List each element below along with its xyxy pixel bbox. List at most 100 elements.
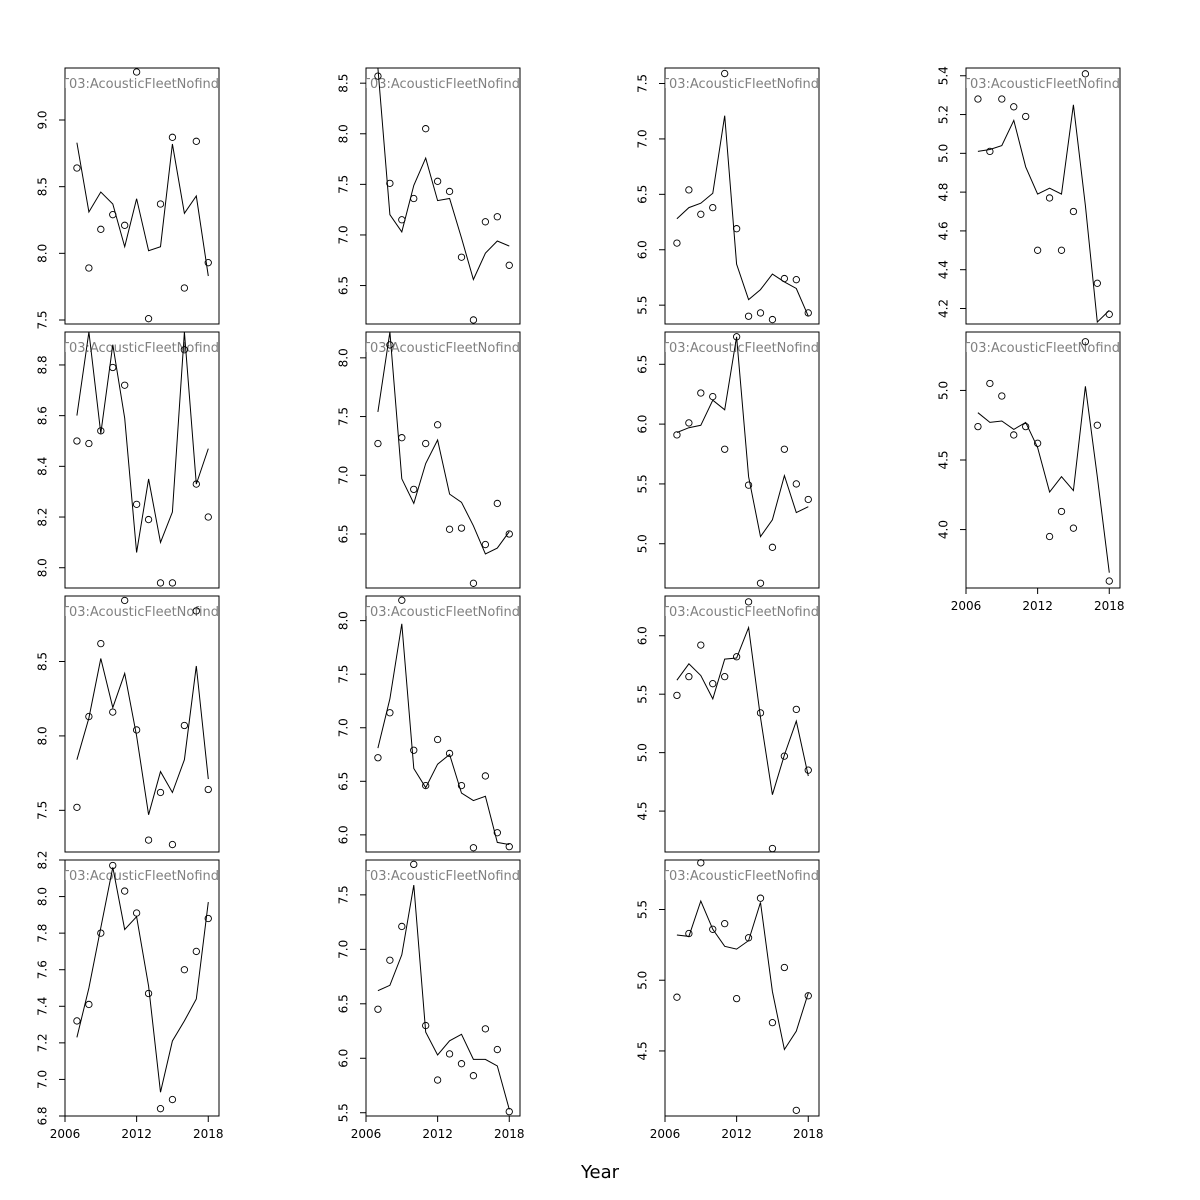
panel-title: T03:AcousticFleetNofindiv: [60, 869, 231, 884]
observed-point: [721, 919, 729, 928]
observed-point: [398, 216, 406, 224]
y-tick-label: 4.5: [636, 802, 650, 821]
observed-point: [744, 312, 753, 320]
observed-point: [168, 133, 177, 141]
observed-point: [410, 485, 418, 494]
observed-point: [481, 218, 490, 226]
observed-point: [744, 934, 753, 942]
y-tick-label: 8.2: [36, 850, 50, 869]
observed-point: [1045, 532, 1054, 541]
observed-point: [85, 264, 93, 272]
observed-point: [998, 392, 1006, 400]
observed-point: [1045, 194, 1054, 202]
observed-point: [780, 445, 789, 453]
y-tick-label: 8.0: [337, 348, 351, 367]
observed-point: [445, 187, 454, 196]
panel: T03:AcousticFleetNofindiv 4.5 5.0 5.5 2006 20…: [636, 859, 831, 1141]
y-tick-label: 7.0: [636, 129, 650, 148]
observed-point: [109, 708, 117, 716]
observed-point: [109, 861, 117, 870]
observed-point: [73, 803, 81, 811]
panel-title: T03:AcousticFleetNofindiv: [961, 341, 1132, 356]
observed-point: [697, 389, 705, 397]
observed-point: [974, 95, 982, 103]
panel-title: T03:AcousticFleetNofindiv: [361, 77, 532, 92]
plot-frame: [664, 859, 820, 1117]
observed-point: [132, 909, 141, 917]
observed-point: [168, 579, 177, 587]
observed-point: [493, 829, 501, 837]
observed-point: [192, 607, 200, 615]
panel: T03:AcousticFleetNofindiv 7.5 8.0 8.5: [36, 595, 220, 853]
observed-point: [1105, 577, 1113, 585]
y-tick-label: 8.0: [36, 887, 50, 906]
y-tick-label: 6.5: [636, 355, 650, 374]
x-tick-label: 2018: [793, 1127, 824, 1141]
observed-point: [1022, 112, 1030, 121]
observed-point: [422, 781, 430, 790]
observed-point: [422, 1021, 430, 1030]
observed-point: [457, 524, 466, 532]
observed-point: [433, 735, 442, 744]
plot-frame: [365, 595, 521, 853]
panel-title: T03:AcousticFleetNofindiv: [60, 77, 231, 92]
x-tick-label: 2018: [193, 1127, 224, 1141]
panel: T03:AcousticFleetNofindiv 7.5 8.0 8.5 9.0: [36, 67, 231, 330]
x-tick-label: 2006: [650, 1127, 681, 1141]
panel: T03:AcousticFleetNofindiv 4.5 5.0 5.5 6.0: [636, 595, 820, 853]
observed-point: [756, 709, 765, 717]
observed-point: [697, 210, 705, 218]
x-tick-label: 2018: [1094, 599, 1125, 613]
observed-point: [73, 1017, 81, 1025]
observed-point: [156, 1105, 165, 1113]
y-tick-label: 7.6: [36, 960, 50, 979]
observed-point: [85, 1000, 93, 1009]
observed-point: [374, 1005, 382, 1013]
observed-point: [792, 705, 800, 714]
y-tick-label: 5.5: [337, 1103, 351, 1122]
plot-frame: [664, 67, 820, 325]
panel-title: T03:AcousticFleetNofindiv: [961, 77, 1132, 92]
fitted-line: [377, 332, 510, 555]
plot-frame: [664, 331, 820, 589]
observed-point: [85, 439, 93, 448]
observed-point: [73, 437, 81, 445]
observed-point: [1069, 524, 1078, 532]
observed-point: [457, 253, 466, 261]
observed-point: [709, 392, 717, 401]
y-tick-label: 7.5: [337, 665, 351, 684]
observed-point: [493, 1045, 501, 1054]
observed-point: [398, 434, 406, 442]
observed-point: [505, 261, 513, 269]
observed-point: [986, 147, 994, 156]
observed-point: [744, 481, 753, 489]
x-axis-label: Year: [580, 1162, 620, 1183]
panel: T03:AcousticFleetNofindiv 5.5 6.0 6.5 7.0 7.5…: [337, 859, 525, 1141]
panel-title: T03:AcousticFleetNofindiv: [660, 869, 831, 884]
panel-title: T03:AcousticFleetNofindiv: [660, 341, 831, 356]
observed-point: [204, 259, 212, 267]
y-tick-label: 7.5: [337, 175, 351, 194]
observed-point: [374, 439, 382, 448]
fitted-line: [76, 142, 209, 277]
observed-point: [1022, 422, 1030, 431]
y-tick-label: 6.0: [337, 1049, 351, 1068]
fitted-line: [977, 104, 1110, 324]
observed-point: [469, 579, 478, 587]
observed-point: [180, 346, 189, 354]
y-tick-label: 4.4: [937, 260, 951, 279]
plot-frame: [664, 595, 820, 853]
observed-point: [410, 746, 418, 754]
fitted-line: [76, 658, 209, 815]
fitted-line: [676, 899, 809, 1051]
observed-point: [756, 309, 765, 317]
y-tick-label: 6.5: [337, 994, 351, 1013]
observed-point: [204, 785, 212, 794]
panel-title: T03:AcousticFleetNofindiv: [60, 341, 231, 356]
observed-point: [974, 422, 982, 431]
y-tick-label: 5.4: [937, 66, 951, 85]
y-tick-label: 5.0: [636, 534, 650, 553]
observed-point: [721, 69, 729, 78]
y-tick-label: 4.5: [937, 450, 951, 469]
